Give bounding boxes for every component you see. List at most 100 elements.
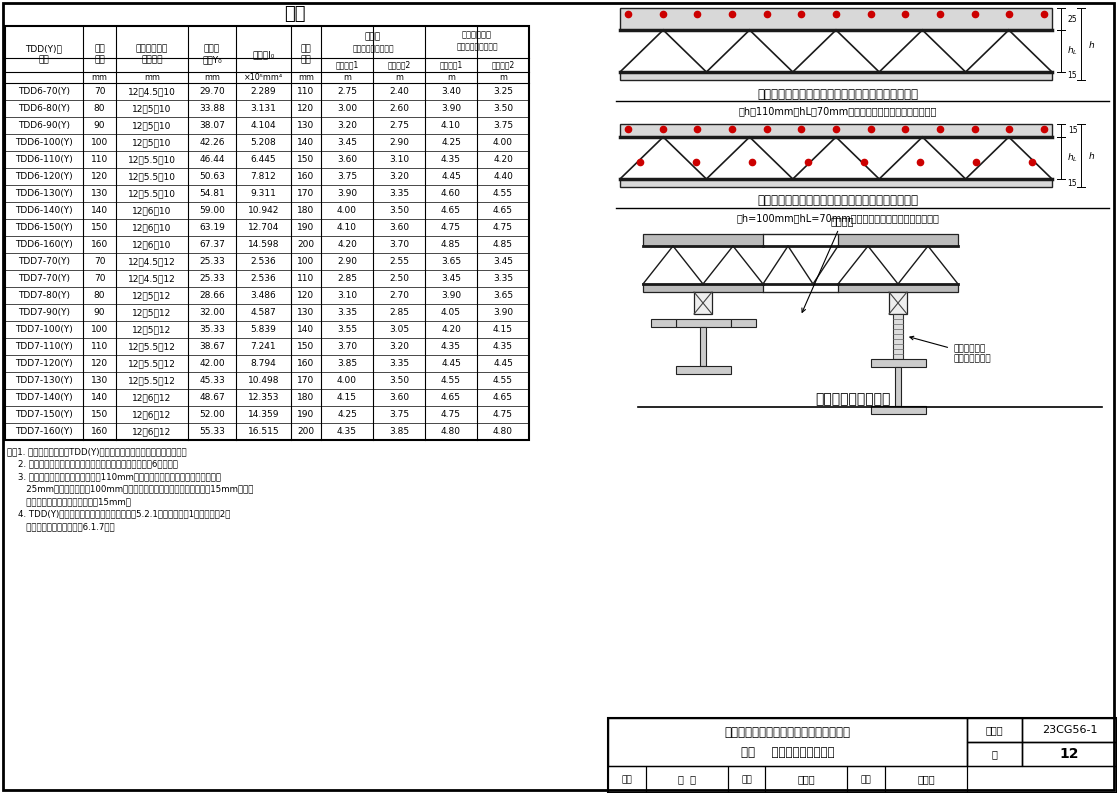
Text: 10.942: 10.942 xyxy=(248,206,279,215)
Text: 桁架
高度: 桁架 高度 xyxy=(94,44,105,64)
Text: TDD7-70(Y): TDD7-70(Y) xyxy=(18,274,70,283)
Text: 140: 140 xyxy=(90,393,108,402)
Text: mm: mm xyxy=(144,73,160,82)
Text: 4.05: 4.05 xyxy=(441,308,461,317)
Text: 3.10: 3.10 xyxy=(337,291,357,300)
Text: 4.45: 4.45 xyxy=(493,359,513,368)
Text: 4.10: 4.10 xyxy=(337,223,357,232)
Text: 4.15: 4.15 xyxy=(337,393,357,402)
Text: TDD6-130(Y): TDD6-130(Y) xyxy=(16,189,73,198)
Text: 3.45: 3.45 xyxy=(493,257,513,266)
Text: 4.00: 4.00 xyxy=(493,138,513,147)
Text: 4.20: 4.20 xyxy=(337,240,357,249)
Text: 3.20: 3.20 xyxy=(389,172,409,181)
Text: 挠度指标2: 挠度指标2 xyxy=(388,60,411,70)
Text: 4.80: 4.80 xyxy=(441,427,461,436)
Text: TDD7-90(Y): TDD7-90(Y) xyxy=(18,308,70,317)
Text: 12、5、10: 12、5、10 xyxy=(132,104,172,113)
Text: 2.75: 2.75 xyxy=(337,87,357,96)
Text: 2.536: 2.536 xyxy=(250,257,276,266)
Text: 12、5.5、12: 12、5.5、12 xyxy=(128,342,176,351)
Text: 150: 150 xyxy=(297,155,315,164)
Text: 12、6、10: 12、6、10 xyxy=(132,223,172,232)
Text: 12、4.5、12: 12、4.5、12 xyxy=(128,274,175,283)
Text: 190: 190 xyxy=(297,410,315,419)
Text: 3.10: 3.10 xyxy=(389,155,409,164)
Text: 54.81: 54.81 xyxy=(199,189,225,198)
Text: 170: 170 xyxy=(297,189,315,198)
Text: 3.60: 3.60 xyxy=(337,155,357,164)
Bar xyxy=(838,284,958,292)
Text: 67.37: 67.37 xyxy=(199,240,225,249)
Text: 5.208: 5.208 xyxy=(250,138,276,147)
Text: 2.70: 2.70 xyxy=(389,291,409,300)
Text: 4. TDD(Y)板的编号含义详见本图集总说明第5.2.1条。挠度指标1与挠度指标2的: 4. TDD(Y)板的编号含义详见本图集总说明第5.2.1条。挠度指标1与挠度指… xyxy=(7,509,230,519)
Text: TDD7-120(Y): TDD7-120(Y) xyxy=(16,359,73,368)
Text: m: m xyxy=(395,73,403,82)
Text: 3.50: 3.50 xyxy=(389,206,409,215)
Text: $h_L$: $h_L$ xyxy=(1067,151,1078,164)
Text: 挠度指标1: 挠度指标1 xyxy=(335,60,359,70)
Text: 审核: 审核 xyxy=(621,775,632,784)
Text: 9.311: 9.311 xyxy=(250,189,276,198)
Text: 续表: 续表 xyxy=(284,5,306,23)
Text: 校对: 校对 xyxy=(742,775,752,784)
Text: 80: 80 xyxy=(94,104,105,113)
Text: 120: 120 xyxy=(297,291,315,300)
Text: 4.20: 4.20 xyxy=(493,155,513,164)
Text: 70: 70 xyxy=(94,87,105,96)
Text: 52.00: 52.00 xyxy=(199,410,225,419)
Bar xyxy=(765,766,848,793)
Bar xyxy=(608,718,1117,793)
Text: 130: 130 xyxy=(297,308,315,317)
Text: 3.20: 3.20 xyxy=(389,342,409,351)
Text: 2. 设计计算方法及相关设计参数取值详见本图集总说明第6章内容。: 2. 设计计算方法及相关设计参数取值详见本图集总说明第6章内容。 xyxy=(7,459,178,469)
Text: 5.839: 5.839 xyxy=(250,325,276,334)
Text: 4.55: 4.55 xyxy=(493,189,513,198)
Text: 3.25: 3.25 xyxy=(493,87,513,96)
Text: 200: 200 xyxy=(297,427,315,436)
Text: 3.05: 3.05 xyxy=(389,325,409,334)
Bar xyxy=(895,367,901,406)
Text: 32.00: 32.00 xyxy=(199,308,225,317)
Text: 120: 120 xyxy=(90,172,108,181)
Text: 最大无支撑计算跨度: 最大无支撑计算跨度 xyxy=(456,42,498,52)
Bar xyxy=(620,179,1052,187)
Text: 2.50: 2.50 xyxy=(389,274,409,283)
Text: 最大无支撑计算跨度: 最大无支撑计算跨度 xyxy=(352,44,394,54)
Text: 3.45: 3.45 xyxy=(337,138,357,147)
Text: 4.10: 4.10 xyxy=(441,121,461,130)
Text: 55.33: 55.33 xyxy=(199,427,225,436)
Text: 3.85: 3.85 xyxy=(337,359,357,368)
Text: 4.75: 4.75 xyxy=(441,410,461,419)
Text: 7.241: 7.241 xyxy=(250,342,276,351)
Text: 150: 150 xyxy=(297,342,315,351)
Text: 160: 160 xyxy=(90,240,108,249)
Text: 29.70: 29.70 xyxy=(199,87,225,96)
Text: 4.35: 4.35 xyxy=(441,342,461,351)
Text: 46.44: 46.44 xyxy=(199,155,225,164)
Text: 桁架下弦钢筋的保护层厚度均为15mm。: 桁架下弦钢筋的保护层厚度均为15mm。 xyxy=(7,497,131,506)
Text: 110: 110 xyxy=(297,87,315,96)
Text: 12、5.5、10: 12、5.5、10 xyxy=(128,172,176,181)
Bar xyxy=(967,718,1022,742)
Text: 连接件副: 连接件副 xyxy=(802,216,855,312)
Text: 38.67: 38.67 xyxy=(199,342,225,351)
Text: 图集号: 图集号 xyxy=(985,725,1003,735)
Text: 3.50: 3.50 xyxy=(493,104,513,113)
Text: 3.70: 3.70 xyxy=(389,240,409,249)
Text: 2.55: 2.55 xyxy=(389,257,409,266)
Text: 160: 160 xyxy=(90,427,108,436)
Text: （h＞110mm，hL＞70mm，板上部钢筋置于上弦钢筋之上）: （h＞110mm，hL＞70mm，板上部钢筋置于上弦钢筋之上） xyxy=(738,106,937,116)
Text: 140: 140 xyxy=(297,138,315,147)
Text: 48.67: 48.67 xyxy=(199,393,225,402)
Text: 4.45: 4.45 xyxy=(441,172,461,181)
Text: 2.90: 2.90 xyxy=(337,257,357,266)
Text: 15: 15 xyxy=(1067,71,1077,81)
Text: 垂直桁架方向的附加钢筋与钢筋桁架位置: 垂直桁架方向的附加钢筋与钢筋桁架位置 xyxy=(725,726,850,739)
Bar xyxy=(967,742,1022,766)
Text: TDD6-150(Y): TDD6-150(Y) xyxy=(16,223,73,232)
Text: 4.75: 4.75 xyxy=(493,223,513,232)
Text: 3.75: 3.75 xyxy=(389,410,409,419)
Text: 42.26: 42.26 xyxy=(199,138,225,147)
